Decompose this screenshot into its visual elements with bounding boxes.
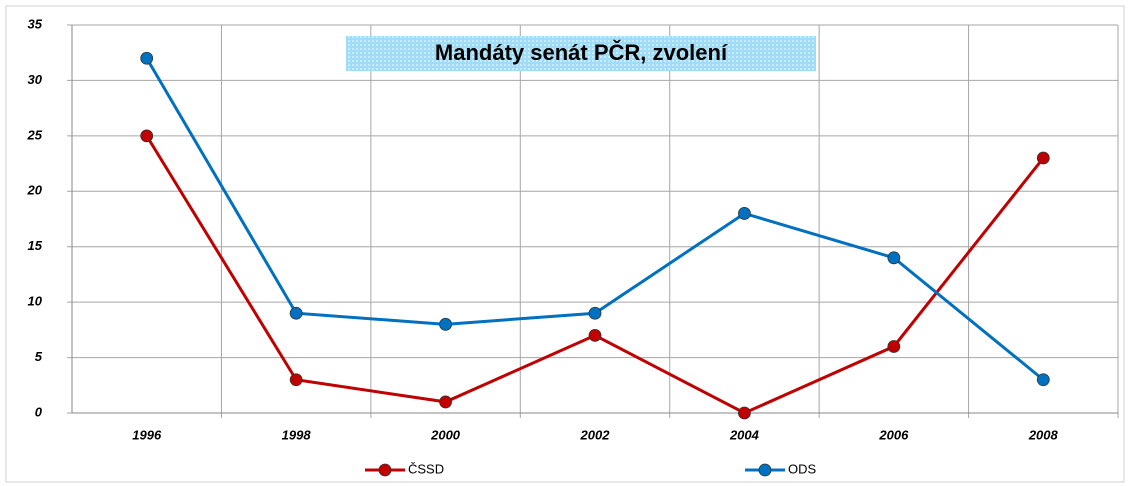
data-point	[1036, 151, 1050, 165]
x-tick-label: 2000	[430, 427, 461, 442]
y-tick-label: 5	[35, 349, 43, 364]
data-point	[439, 395, 452, 409]
data-point	[140, 129, 154, 143]
legend-label: ODS	[788, 461, 817, 476]
y-tick-label: 30	[28, 72, 43, 87]
y-tick-label: 35	[28, 16, 43, 31]
chart-frame	[5, 5, 1125, 483]
data-point	[738, 406, 751, 420]
title-box	[346, 36, 816, 71]
data-point	[588, 306, 602, 320]
legend-marker	[758, 463, 772, 477]
y-tick-label: 20	[27, 183, 43, 198]
data-point	[887, 251, 901, 265]
data-point	[289, 373, 303, 387]
x-tick-label: 2008	[1028, 427, 1059, 442]
data-point	[887, 340, 901, 353]
x-tick-label: 2004	[729, 427, 760, 442]
y-tick-label: 10	[28, 294, 43, 309]
x-tick-label: 1996	[132, 427, 162, 442]
y-tick-label: 25	[27, 127, 43, 142]
x-tick-label: 2006	[878, 427, 909, 442]
data-point	[1036, 373, 1050, 387]
y-tick-label: 15	[28, 238, 43, 253]
x-tick-label: 1998	[282, 427, 312, 442]
x-tick-label: 2002	[580, 427, 611, 442]
chart-title: Mandáty senát PČR, zvolení	[435, 40, 728, 65]
data-point	[738, 207, 751, 220]
data-point	[140, 51, 154, 65]
y-tick-label: 0	[35, 404, 43, 419]
data-point	[289, 306, 303, 320]
data-point	[439, 317, 452, 331]
legend-label: ČSSD	[408, 461, 444, 476]
data-point	[588, 328, 602, 342]
legend-marker	[378, 463, 392, 477]
